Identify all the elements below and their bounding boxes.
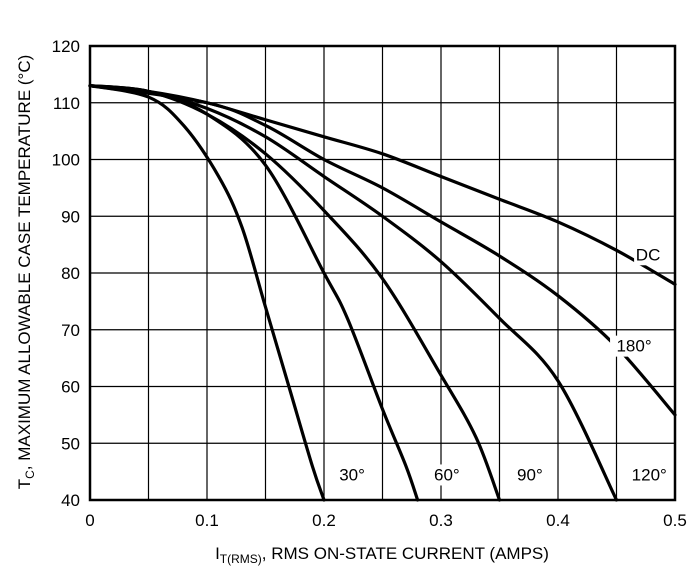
- y-axis-title-sub: C: [23, 470, 37, 479]
- x-tick-label: 0.5: [663, 511, 687, 530]
- y-tick-label: 120: [52, 37, 80, 56]
- curve-label-background: [333, 464, 372, 486]
- grid: [90, 46, 675, 500]
- curve-labels: 30° 60° 90° 120° 180° DC: [333, 244, 674, 486]
- curve-label-background: [427, 464, 466, 486]
- curve-label-180: 180°: [616, 337, 651, 356]
- curve-label-background: [510, 464, 549, 486]
- y-axis-title-rest: , MAXIMUM ALLOWABLE CASE TEMPERATURE (°C…: [15, 55, 34, 471]
- x-tick-label: 0: [85, 511, 94, 530]
- curve-label-background: [634, 244, 663, 266]
- y-tick-label: 90: [61, 207, 80, 226]
- y-tick-label: 110: [53, 94, 80, 113]
- curve-label-90: 90°: [517, 465, 543, 484]
- y-tick-label: 70: [61, 321, 80, 340]
- y-axis-title: TC, MAXIMUM ALLOWABLE CASE TEMPERATURE (…: [15, 55, 37, 490]
- x-tick-label: 0.1: [195, 511, 219, 530]
- y-axis-title-main: T: [15, 479, 34, 489]
- curve-label-background: [610, 335, 659, 357]
- x-tick-label: 0.2: [312, 511, 336, 530]
- x-axis-title-rest: , RMS ON-STATE CURRENT (AMPS): [262, 544, 549, 563]
- x-axis-title-sub: T(RMS): [220, 552, 262, 566]
- x-axis-title-main: I: [215, 544, 220, 563]
- y-tick-label: 40: [61, 491, 80, 510]
- curve-label-30: 30°: [339, 465, 365, 484]
- curve-label-background: [625, 464, 674, 486]
- y-tick-label: 50: [61, 434, 80, 453]
- x-tick-label: 0.4: [546, 511, 570, 530]
- x-axis-title: IT(RMS), RMS ON-STATE CURRENT (AMPS): [215, 544, 549, 566]
- x-tick-label: 0.3: [429, 511, 453, 530]
- y-tick-label: 100: [52, 151, 80, 170]
- series-group: [88, 84, 677, 502]
- series-line-dc: [88, 84, 677, 286]
- series-line-120: [88, 84, 619, 502]
- y-tick-label: 80: [61, 264, 80, 283]
- tick-labels: 0 0.1 0.2 0.3 0.4 0.5 40 50 60 70 80 90 100 110 120: [52, 37, 687, 530]
- curve-label-dc: DC: [636, 245, 661, 264]
- series-line-30: [88, 84, 326, 502]
- plot-frame: [88, 44, 677, 502]
- curve-label-120: 120°: [632, 465, 667, 484]
- series-line-90: [88, 84, 502, 502]
- y-tick-label: 60: [61, 378, 80, 397]
- curve-label-60: 60°: [434, 465, 460, 484]
